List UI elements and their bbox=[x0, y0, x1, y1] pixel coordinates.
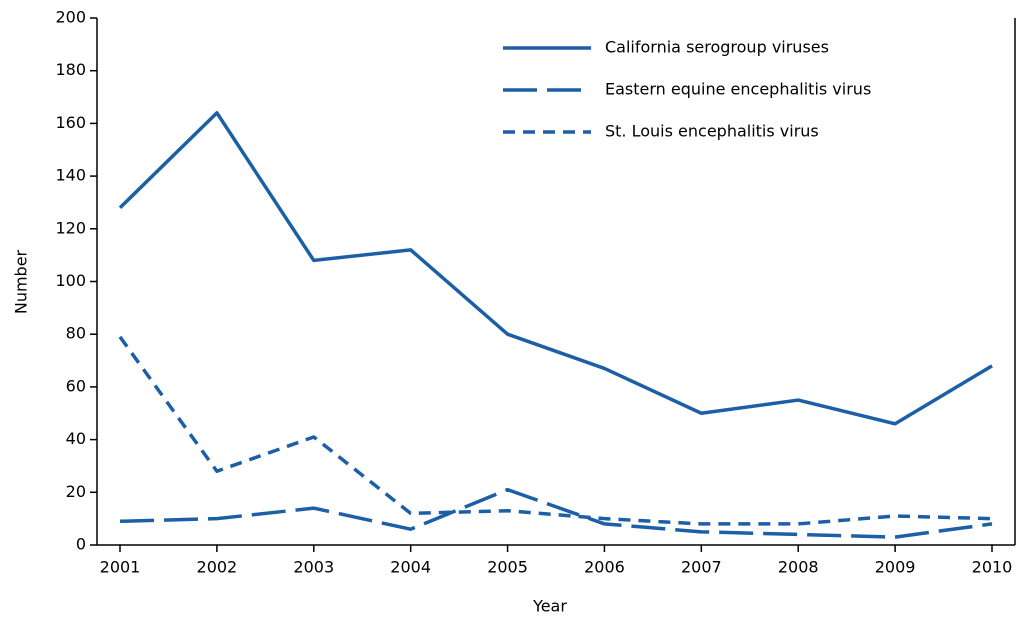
y-tick-label: 40 bbox=[66, 429, 86, 448]
x-tick-label: 2009 bbox=[875, 558, 916, 577]
series-line bbox=[119, 487, 993, 539]
x-tick-label: 2003 bbox=[293, 558, 334, 577]
y-tick-label: 160 bbox=[55, 113, 86, 132]
y-tick-label: 20 bbox=[66, 482, 86, 501]
y-tick-label: 120 bbox=[55, 218, 86, 237]
y-tick-label: 200 bbox=[55, 8, 86, 27]
legend-label: California serogroup viruses bbox=[605, 38, 829, 57]
series-line bbox=[118, 335, 993, 526]
x-tick-label: 2005 bbox=[487, 558, 528, 577]
y-tick-label: 80 bbox=[66, 324, 86, 343]
x-tick-label: 2002 bbox=[197, 558, 238, 577]
x-axis-label: Year bbox=[532, 597, 567, 616]
y-tick-label: 60 bbox=[66, 376, 86, 395]
x-tick-label: 2001 bbox=[100, 558, 141, 577]
y-tick-label: 0 bbox=[76, 535, 86, 554]
legend-label: Eastern equine encephalitis virus bbox=[605, 80, 871, 99]
legend-label: St. Louis encephalitis virus bbox=[605, 122, 819, 141]
x-tick-label: 2008 bbox=[778, 558, 819, 577]
series-line bbox=[118, 111, 993, 426]
x-tick-label: 2004 bbox=[390, 558, 431, 577]
x-tick-label: 2006 bbox=[584, 558, 625, 577]
y-tick-label: 100 bbox=[55, 271, 86, 290]
x-tick-label: 2007 bbox=[681, 558, 722, 577]
y-tick-label: 180 bbox=[55, 60, 86, 79]
x-tick-label: 2010 bbox=[972, 558, 1013, 577]
y-tick-label: 140 bbox=[55, 166, 86, 185]
y-axis-label: Number bbox=[12, 249, 31, 314]
